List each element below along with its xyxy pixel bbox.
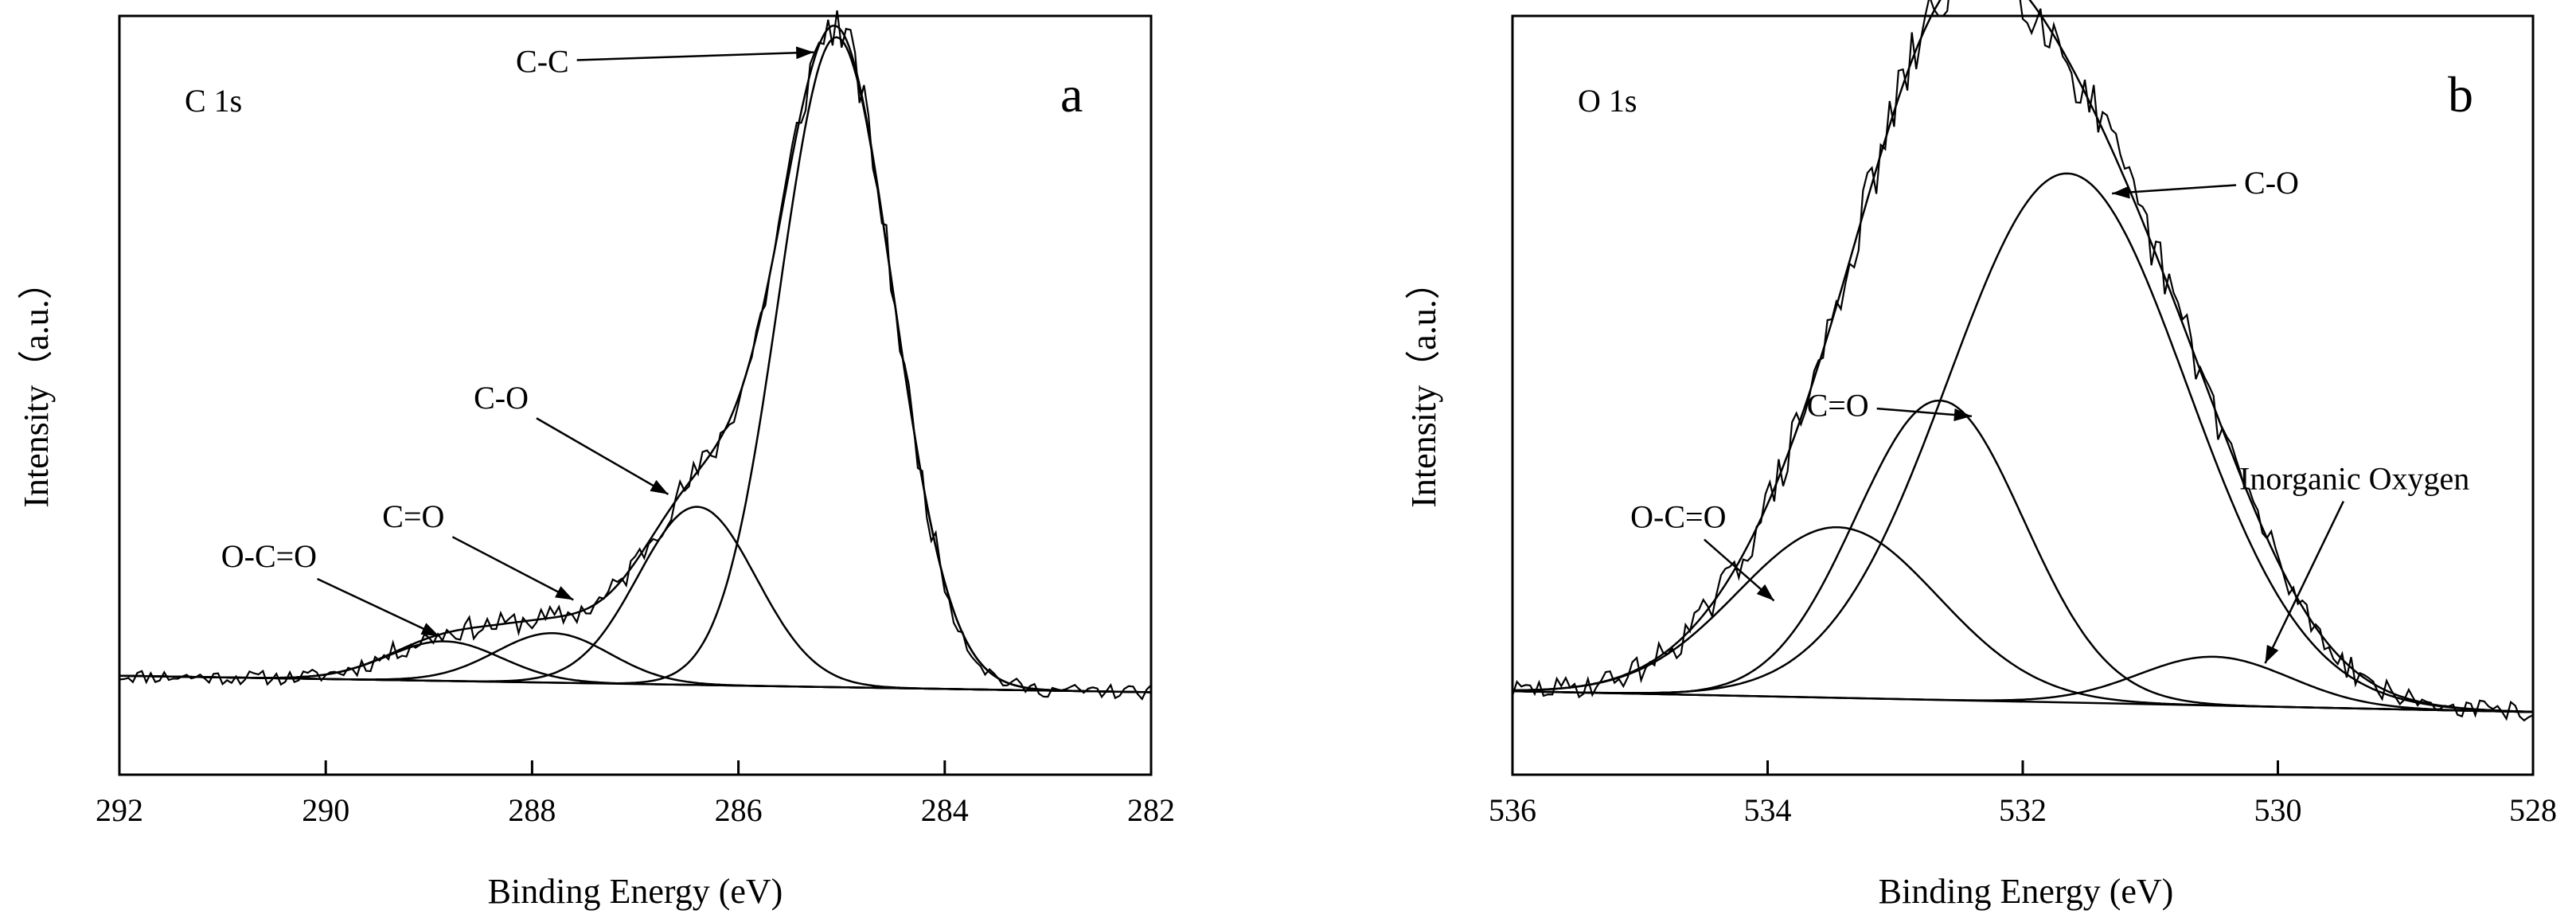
measured-spectrum [1511, 0, 2534, 722]
panel-b-spectrum-label: O 1s [1578, 83, 1637, 119]
panel-b-plot-frame [1511, 14, 2535, 776]
annotation-label: Inorganic Oxygen [2239, 461, 2469, 497]
panel-a-spectrum-label: C 1s [185, 83, 242, 119]
x-tick-label: 292 [96, 792, 143, 828]
annotation-arrow [451, 536, 574, 601]
component-peak-c-o [119, 506, 1151, 693]
x-tick-label: 534 [1744, 792, 1792, 828]
annotation-arrow [2264, 500, 2344, 664]
x-tick-label: 530 [2254, 792, 2302, 828]
x-tick-label: 290 [302, 792, 349, 828]
annotation-arrowhead [795, 46, 814, 60]
annotation-label: C-O [474, 380, 529, 416]
annotation-label: C=O [1807, 388, 1869, 424]
annotation-arrowhead [555, 586, 574, 600]
x-tick-label: 286 [715, 792, 763, 828]
panel-a-letter: a [1060, 66, 1083, 123]
panel-a-ylabel: Intensity（a.u.） [17, 264, 56, 508]
annotation-arrowhead [2265, 644, 2279, 664]
fitted-envelope [1512, 0, 2534, 713]
annotation-label: C=O [382, 498, 444, 534]
panel-a-plot-frame [118, 14, 1153, 776]
annotation-arrow [317, 577, 440, 638]
x-tick-label: 282 [1127, 792, 1175, 828]
component-peak-o-c-o [1512, 525, 2534, 713]
panel-a-xlabel: Binding Energy (eV) [488, 872, 783, 911]
component-peak-c-o [1512, 172, 2534, 713]
component-peak-c-o [1512, 399, 2534, 713]
annotation-arrow [2112, 184, 2237, 195]
annotation-label: C-C [516, 43, 569, 79]
annotation-label: O-C=O [221, 538, 317, 574]
annotation-arrow [536, 417, 669, 495]
annotation-arrow [576, 51, 814, 61]
annotation-label: C-O [2244, 165, 2299, 201]
annotation-label: O-C=O [1630, 499, 1726, 535]
x-tick-label: 536 [1489, 792, 1536, 828]
annotation-arrowhead [1953, 408, 1972, 421]
annotation-arrowhead [650, 479, 669, 494]
annotation-arrowhead [420, 623, 439, 636]
measured-spectrum [119, 10, 1152, 701]
panel-b-o1s: Intensity（a.u.） Binding Energy (eV) O 1s… [1404, 0, 2557, 911]
panel-a-c1s: Intensity（a.u.） Binding Energy (eV) C 1s… [17, 10, 1175, 911]
annotation-arrowhead [1756, 584, 1774, 601]
panel-b-letter: b [2448, 66, 2473, 123]
annotation-arrowhead [2112, 186, 2130, 199]
component-peak-inorganic-oxygen [1512, 655, 2534, 713]
x-tick-label: 284 [921, 792, 969, 828]
x-tick-label: 288 [508, 792, 556, 828]
panel-b-ylabel: Intensity（a.u.） [1404, 264, 1443, 508]
component-peak-c-c [119, 36, 1151, 693]
x-tick-label: 532 [1999, 792, 2047, 828]
panel-b-xlabel: Binding Energy (eV) [1879, 872, 2174, 911]
fitted-envelope [119, 24, 1151, 693]
x-tick-label: 528 [2509, 792, 2557, 828]
